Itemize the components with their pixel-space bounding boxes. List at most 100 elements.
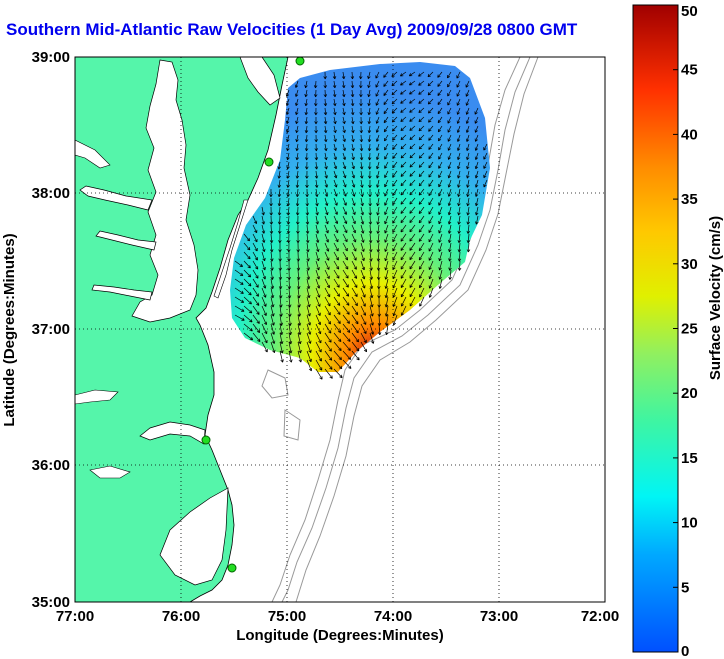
velocity-arrow — [306, 359, 313, 372]
velocity-arrow — [261, 215, 266, 225]
velocity-arrow — [252, 278, 259, 288]
velocity-arrow — [333, 314, 341, 324]
velocity-arrow — [418, 251, 425, 261]
delaware-bay — [239, 57, 281, 106]
colorbar-tick-label: 30 — [681, 256, 698, 273]
velocity-arrow — [438, 269, 443, 280]
velocity-arrow — [428, 170, 434, 178]
velocity-arrow — [409, 278, 416, 288]
colorbar-tick-label: 20 — [681, 385, 698, 402]
velocity-arrow — [367, 71, 371, 80]
velocity-arrow — [474, 152, 479, 160]
velocity-arrow — [324, 368, 333, 379]
velocity-arrow — [297, 287, 301, 299]
colorbar-tick-label: 35 — [681, 191, 698, 208]
velocity-arrow — [351, 314, 359, 325]
velocity-arrow — [466, 188, 470, 197]
velocity-arrow — [332, 80, 337, 89]
velocity-arrow — [315, 314, 321, 326]
velocity-arrow — [360, 296, 366, 307]
velocity-arrow — [333, 305, 341, 315]
velocity-arrow — [305, 233, 310, 244]
velocity-arrow — [474, 188, 479, 197]
x-tick-label: 77:00 — [56, 608, 94, 625]
velocity-arrow — [324, 170, 328, 179]
velocity-arrow — [438, 224, 443, 234]
velocity-arrow — [278, 278, 283, 290]
velocity-arrow — [333, 260, 340, 270]
velocity-arrow — [418, 71, 425, 77]
velocity-arrow — [296, 224, 300, 234]
velocity-arrow — [427, 107, 434, 114]
velocity-arrow — [351, 233, 357, 243]
velocity-arrow — [359, 80, 363, 89]
velocity-arrow — [252, 242, 258, 252]
velocity-arrow — [243, 314, 253, 323]
colorbar-tick-label: 0 — [681, 643, 689, 659]
velocity-arrow — [400, 80, 407, 86]
station-marker-2 — [264, 157, 274, 167]
velocity-arrow — [288, 314, 292, 326]
velocity-arrow — [243, 332, 254, 341]
velocity-arrow — [297, 305, 302, 317]
velocity-arrow — [376, 179, 380, 188]
velocity-arrow — [392, 314, 398, 326]
velocity-arrow — [333, 98, 337, 107]
velocity-arrow — [324, 143, 328, 152]
velocity-arrow — [333, 251, 339, 261]
velocity-arrow — [384, 269, 389, 280]
velocity-arrow — [465, 80, 470, 88]
velocity-arrow — [270, 287, 275, 299]
velocity-arrow — [418, 233, 425, 242]
velocity-arrow — [456, 89, 461, 97]
velocity-arrow — [474, 125, 479, 133]
velocity-arrow — [360, 341, 368, 353]
velocity-arrow — [314, 143, 318, 152]
velocity-arrow — [466, 161, 470, 170]
velocity-arrow — [270, 269, 274, 280]
velocity-arrow — [286, 197, 291, 207]
velocity-arrow — [324, 152, 328, 161]
velocity-arrow — [384, 134, 389, 142]
velocity-arrow — [297, 350, 302, 363]
velocity-arrow — [333, 179, 338, 188]
velocity-arrow — [324, 179, 329, 188]
velocity-arrow — [384, 314, 389, 326]
velocity-arrow — [332, 89, 337, 98]
velocity-arrow — [400, 107, 407, 113]
colorbar-tick-label: 40 — [681, 126, 698, 143]
pamlico-sound — [159, 487, 229, 586]
velocity-arrow — [295, 98, 299, 106]
velocity-arrow — [304, 152, 309, 161]
velocity-arrow — [409, 116, 416, 122]
velocity-arrow — [418, 260, 425, 270]
velocity-arrow — [304, 134, 309, 143]
velocity-arrow — [314, 116, 318, 125]
y-axis-label: Latitude (Degrees:Minutes) — [1, 233, 18, 426]
velocity-arrow — [315, 359, 323, 371]
velocity-arrow — [418, 125, 425, 132]
velocity-arrow — [428, 179, 434, 187]
velocity-arrow — [234, 278, 244, 285]
velocity-arrow — [466, 143, 470, 151]
velocity-arrow — [447, 80, 452, 88]
small-inlet-2 — [75, 389, 119, 405]
velocity-arrow — [295, 116, 299, 125]
velocity-arrow — [351, 350, 360, 361]
velocity-arrow — [418, 224, 425, 233]
velocity-arrow — [456, 143, 461, 151]
velocity-arrow — [304, 80, 308, 89]
velocity-arrow — [351, 152, 355, 161]
velocity-arrow — [392, 287, 398, 298]
velocity-arrow — [418, 107, 425, 114]
velocity-arrow — [367, 107, 371, 116]
velocity-arrow — [360, 242, 365, 252]
velocity-arrow — [367, 116, 372, 125]
velocity-arrow — [324, 269, 330, 280]
velocity-arrow — [438, 260, 443, 271]
velocity-arrow — [447, 134, 452, 142]
velocity-arrow — [418, 89, 425, 95]
velocity-arrow — [304, 98, 308, 107]
velocity-arrow — [333, 152, 337, 161]
velocity-arrow — [447, 161, 452, 170]
